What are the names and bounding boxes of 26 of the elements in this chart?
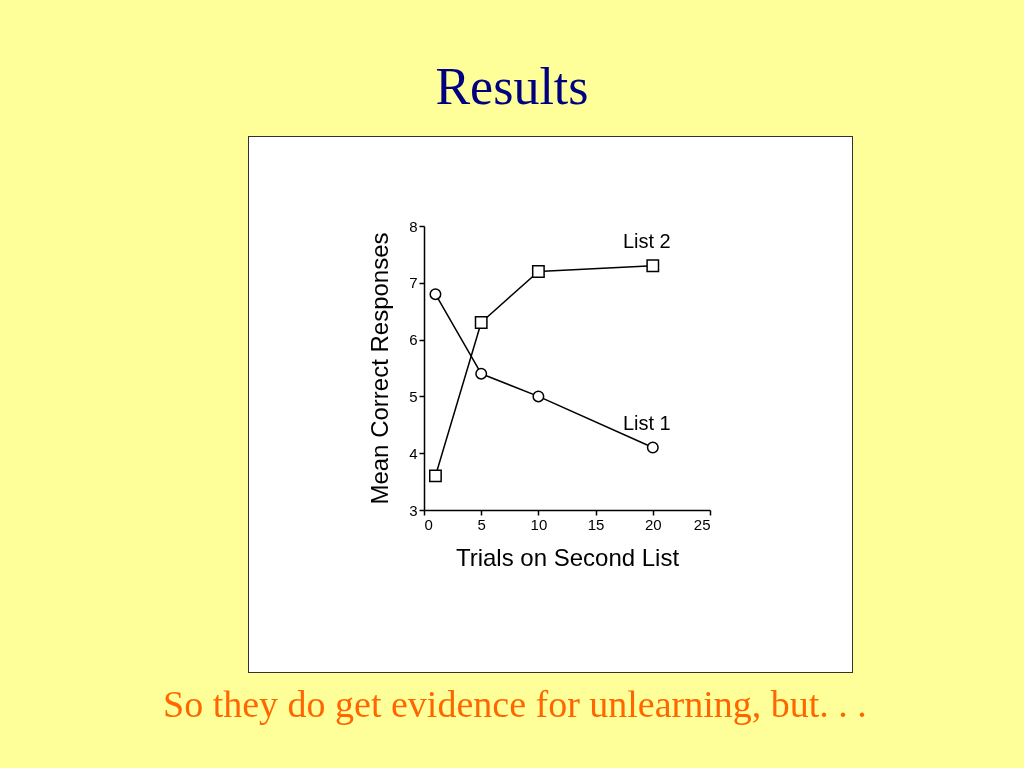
point (428, 469, 442, 483)
series-label: List 2 (622, 229, 671, 252)
y-tick-label: 3 (409, 501, 418, 519)
x-axis-title: Trials on Second List (455, 543, 680, 571)
y-tick-label: 4 (409, 444, 418, 462)
x-tick-label: 0 (424, 515, 433, 533)
point (532, 390, 545, 403)
point (646, 259, 660, 273)
y-tick-label: 7 (409, 274, 418, 292)
x-tick-label: 10 (530, 515, 548, 533)
text: So they do get evidence for unlearning, but. . . (163, 683, 867, 726)
y-tick-label: 5 (409, 387, 418, 405)
y-tick-label: 6 (409, 331, 418, 349)
y-tick-label: 8 (409, 217, 418, 235)
chart-title: Results (434, 58, 590, 116)
x-tick-label: 5 (477, 515, 486, 533)
point (531, 264, 545, 278)
x-tick-label: 20 (644, 515, 662, 533)
series-label: List 1 (622, 411, 671, 434)
point (646, 441, 659, 454)
point (474, 316, 488, 330)
point (475, 367, 488, 380)
y-axis-title: Mean Correct Responses (366, 232, 394, 505)
x-tick-label: 25 (693, 515, 711, 533)
x-tick-label: 15 (587, 515, 605, 533)
point (429, 288, 442, 301)
